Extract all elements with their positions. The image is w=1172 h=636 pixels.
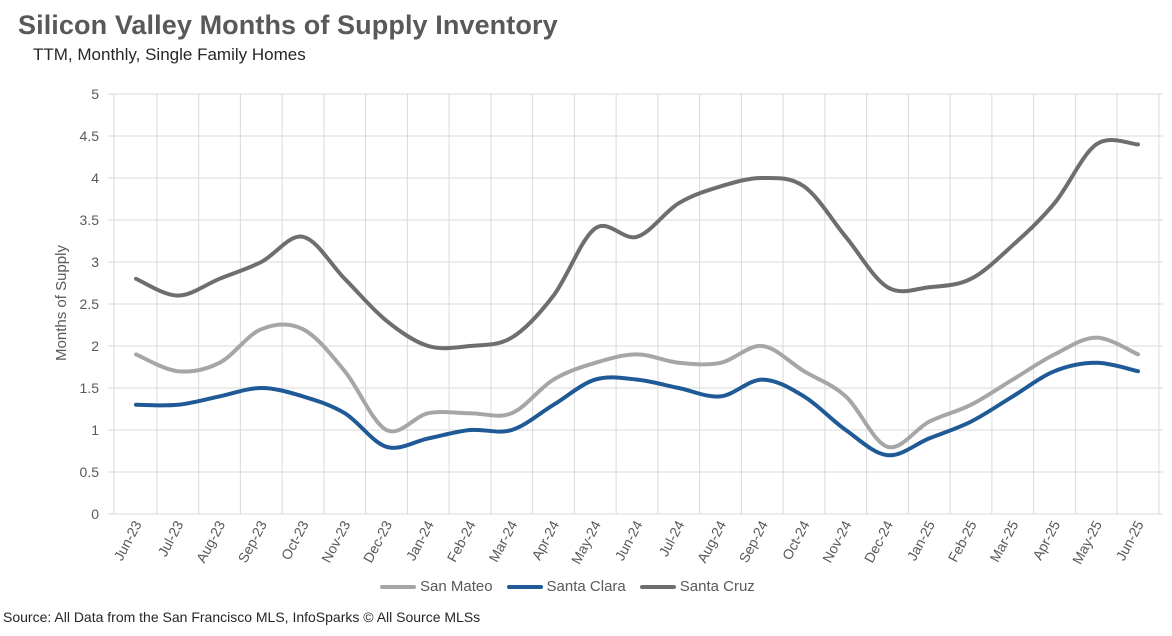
x-tick-label: Jun-24 [611,518,645,563]
x-tick-label: Mar-24 [485,518,520,565]
x-tick-label: Sep-24 [736,518,771,566]
x-tick-label: Aug-23 [193,518,228,566]
y-tick-label: 2 [91,338,99,354]
chart-subtitle: TTM, Monthly, Single Family Homes [33,45,306,64]
x-tick-label: Feb-24 [444,518,479,565]
y-tick-label: 4.5 [80,128,100,144]
x-axis-ticks: Jun-23 Jul-23 Aug-23 Sep-23 Oct-23 Nov-23 Dec-… [110,518,1146,567]
x-tick-label: Apr-24 [528,518,562,563]
chart-legend: San Mateo Santa Clara Santa Cruz [380,578,769,595]
gridlines [108,93,1163,515]
x-tick-label: Dec-23 [360,518,395,566]
x-tick-label: Oct-24 [779,518,813,563]
y-axis-label: Months of Supply [53,245,70,361]
legend-label: San Mateo [420,578,493,595]
x-tick-label: Jan-25 [904,518,938,563]
x-tick-label: May-24 [568,518,604,567]
y-tick-label: 5 [91,86,99,102]
legend-item-santa-clara: Santa Clara [506,578,626,595]
x-tick-label: Jan-24 [403,518,437,563]
y-tick-label: 0 [91,506,99,522]
chart-title: Silicon Valley Months of Supply Inventor… [18,10,558,40]
y-tick-label: 0.5 [80,464,100,480]
x-tick-label: Nov-23 [318,518,353,566]
legend-item-santa-cruz: Santa Cruz [639,578,755,595]
x-tick-label: Nov-24 [819,518,854,566]
data-series [134,138,1140,458]
y-axis-ticks: 0 0.5 1 1.5 2 2.5 3 3.5 4 4.5 5 [80,86,100,522]
y-tick-label: 3.5 [80,212,100,228]
x-tick-label: Feb-25 [945,518,980,565]
x-tick-label: Apr-25 [1029,518,1063,563]
legend-swatch [506,584,543,589]
x-tick-label: Jul-24 [655,518,687,559]
series-line-santa-clara [134,360,1140,458]
series-line-santa-cruz [134,138,1140,351]
legend-item-san-mateo: San Mateo [380,578,493,595]
x-tick-label: Jul-23 [154,518,186,559]
x-tick-label: Jun-23 [110,518,144,563]
x-tick-label: Jun-25 [1112,518,1146,563]
legend-swatch [639,584,676,589]
legend-label: Santa Cruz [679,578,755,595]
x-tick-label: Dec-24 [861,518,896,566]
legend-swatch [380,584,416,589]
x-tick-label: May-25 [1069,518,1105,567]
y-tick-label: 3 [91,254,99,270]
y-tick-label: 2.5 [80,296,100,312]
source-note: Source: All Data from the San Francisco … [3,609,481,625]
y-tick-label: 1 [91,422,99,438]
y-tick-label: 4 [91,170,99,186]
x-tick-label: Mar-25 [986,518,1021,565]
series-line-san-mateo [134,322,1140,450]
y-tick-label: 1.5 [80,380,100,396]
x-tick-label: Aug-24 [694,518,729,566]
x-tick-label: Oct-23 [278,518,312,563]
x-tick-label: Sep-23 [235,518,270,566]
legend-label: Santa Clara [546,578,626,595]
